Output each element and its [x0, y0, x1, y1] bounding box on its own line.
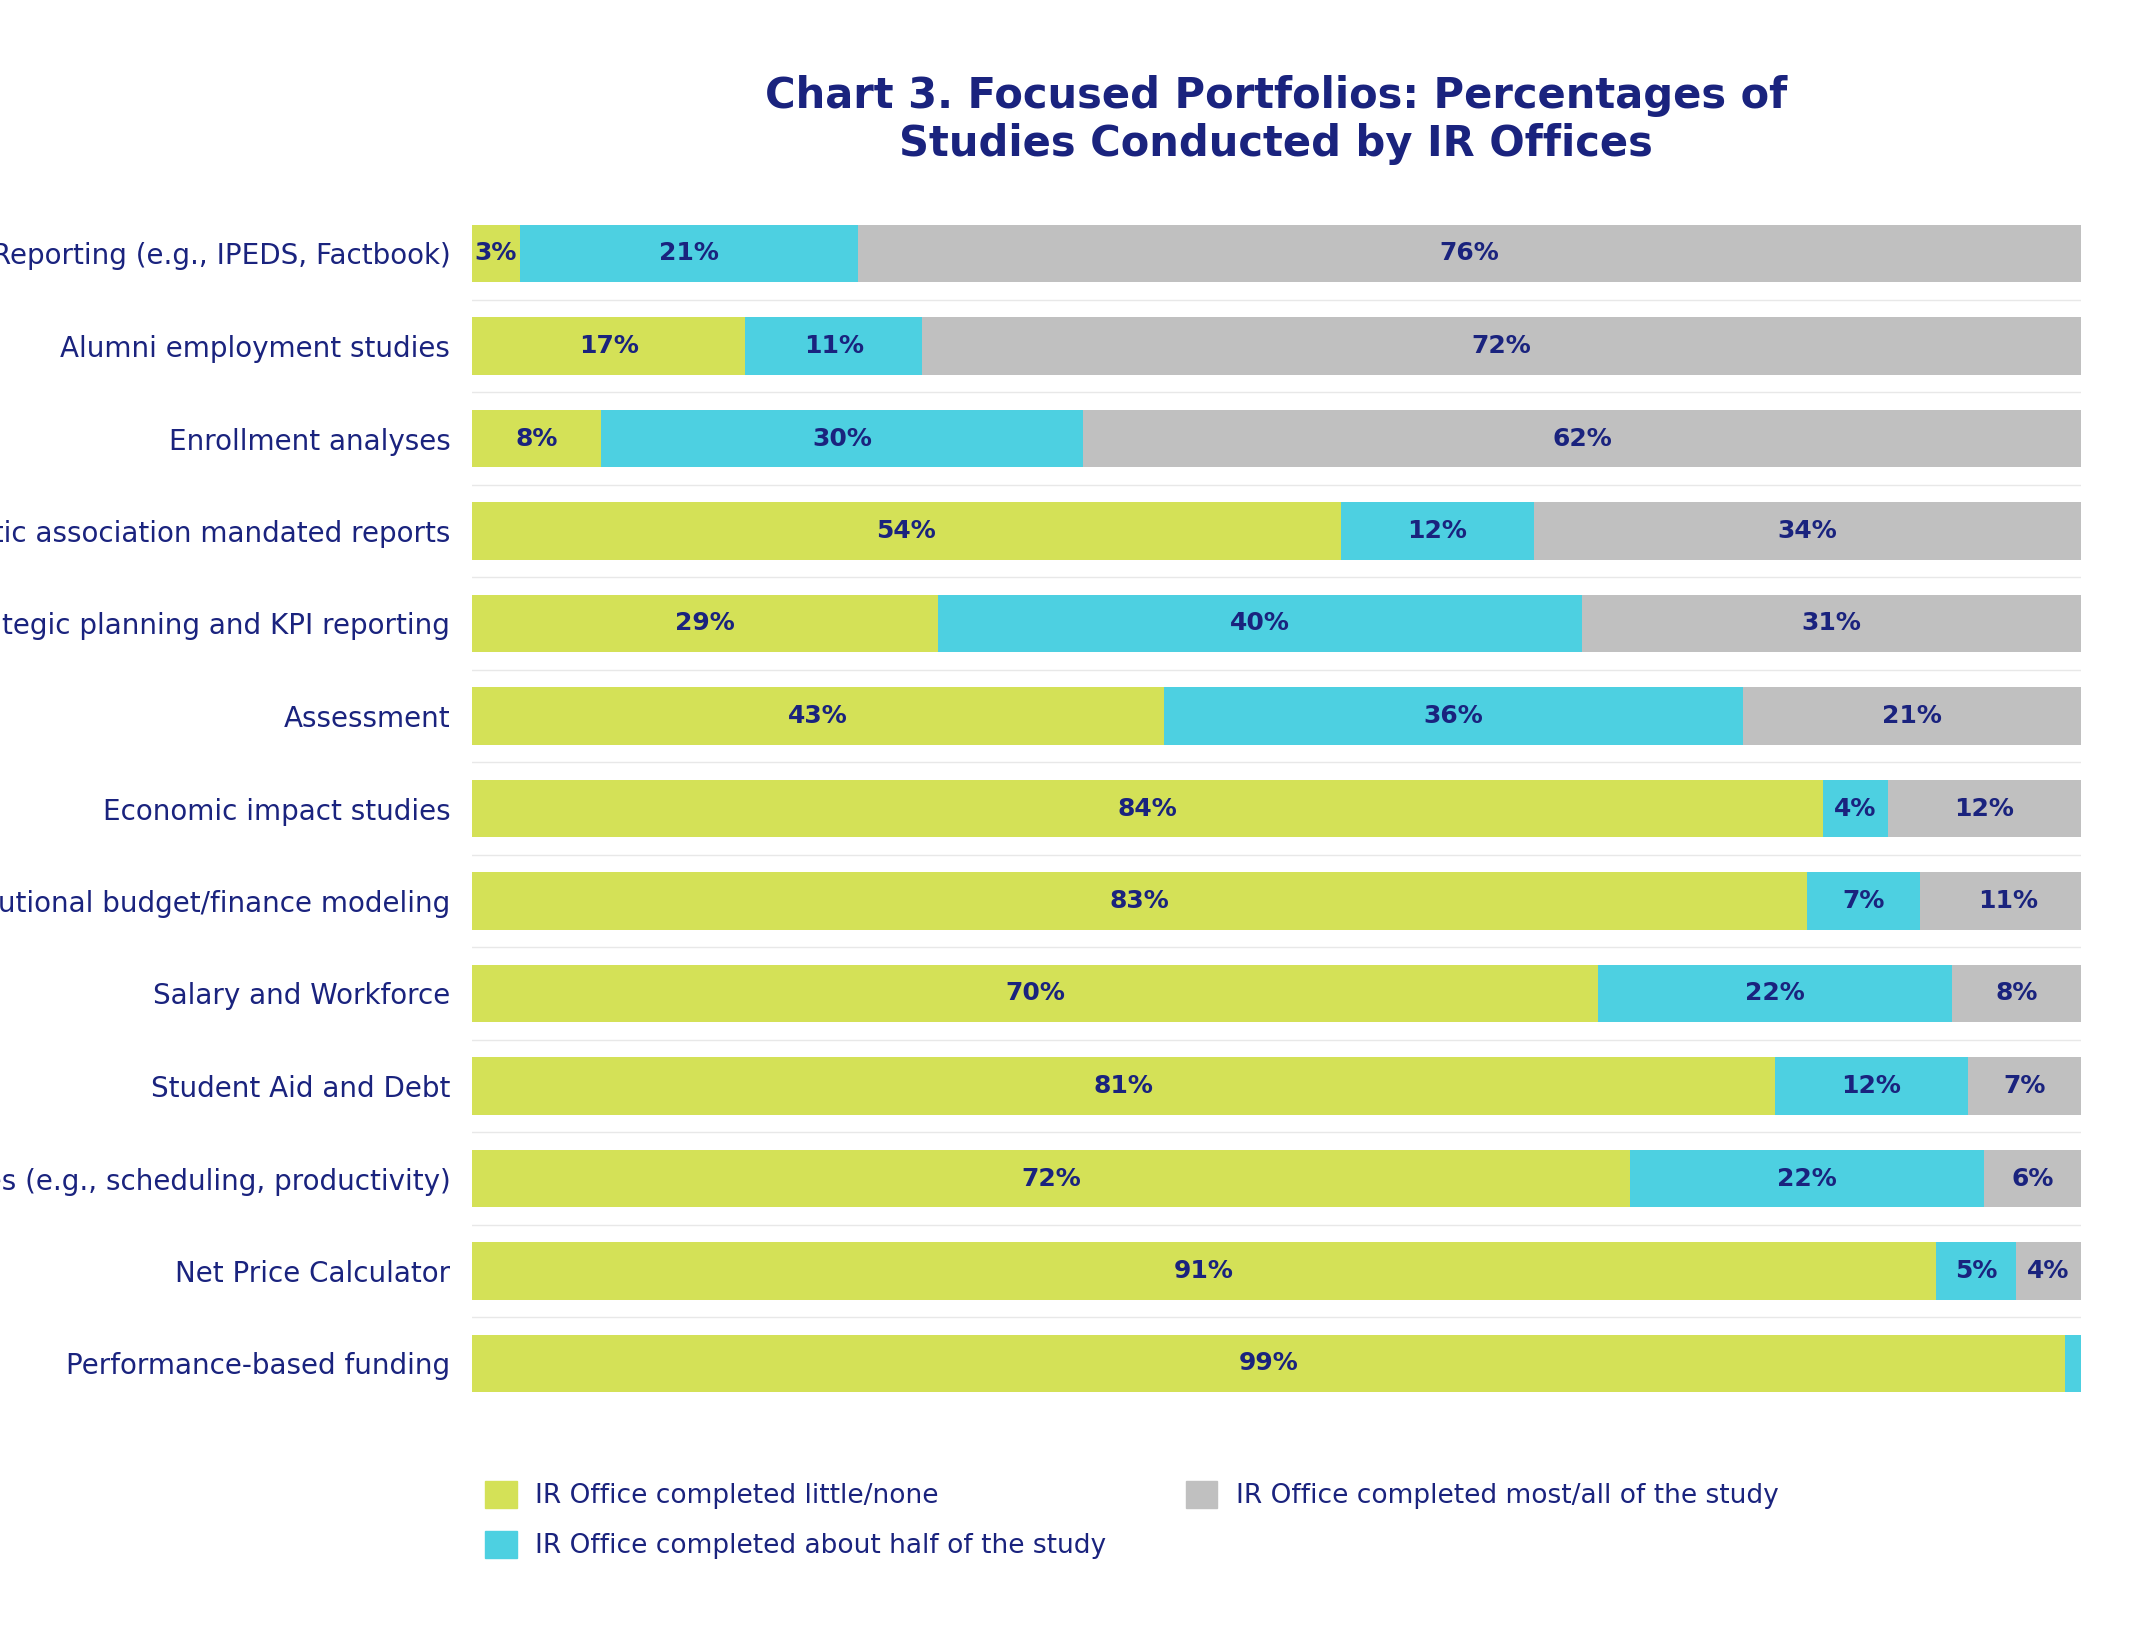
Text: 6%: 6% — [2012, 1167, 2053, 1191]
Bar — [1774, 1058, 1967, 1115]
Text: 54%: 54% — [877, 520, 935, 543]
Bar — [1823, 780, 1888, 837]
Text: 40%: 40% — [1231, 612, 1289, 635]
Bar — [940, 596, 1583, 652]
Bar — [1598, 965, 1952, 1021]
Bar — [521, 224, 858, 282]
Bar — [1083, 409, 2081, 467]
Text: 21%: 21% — [659, 241, 719, 266]
Legend: IR Office completed little/none, IR Office completed about half of the study, IR: IR Office completed little/none, IR Offi… — [485, 1482, 1778, 1559]
Text: 7%: 7% — [2003, 1074, 2046, 1097]
Text: 72%: 72% — [1021, 1167, 1081, 1191]
Text: 7%: 7% — [1843, 889, 1885, 912]
Text: 12%: 12% — [1843, 1074, 1900, 1097]
Text: 84%: 84% — [1118, 797, 1178, 820]
Text: 11%: 11% — [1978, 889, 2038, 912]
Text: 5%: 5% — [1954, 1259, 1997, 1284]
Text: 43%: 43% — [787, 705, 847, 728]
Bar — [2063, 1335, 2081, 1393]
Bar — [472, 780, 1823, 837]
Text: 8%: 8% — [1995, 982, 2038, 1005]
Bar — [922, 317, 2081, 375]
Bar — [1952, 965, 2081, 1021]
Bar — [1163, 688, 1742, 744]
Text: 72%: 72% — [1471, 333, 1532, 358]
Bar — [1888, 780, 2081, 837]
Bar — [1583, 596, 2081, 652]
Bar — [472, 596, 940, 652]
Bar — [472, 873, 1806, 929]
Text: 17%: 17% — [579, 333, 639, 358]
Text: 3%: 3% — [474, 241, 517, 266]
Text: 62%: 62% — [1553, 426, 1611, 450]
Bar — [858, 224, 2081, 282]
Text: 8%: 8% — [515, 426, 558, 450]
Text: 4%: 4% — [2027, 1259, 2070, 1284]
Text: 4%: 4% — [1834, 797, 1877, 820]
Bar — [601, 409, 1083, 467]
Title: Chart 3. Focused Portfolios: Percentages of
Studies Conducted by IR Offices: Chart 3. Focused Portfolios: Percentages… — [766, 74, 1787, 165]
Bar — [472, 502, 1341, 559]
Text: 34%: 34% — [1778, 520, 1836, 543]
Bar — [472, 224, 521, 282]
Text: 81%: 81% — [1094, 1074, 1154, 1097]
Text: 99%: 99% — [1238, 1351, 1298, 1376]
Text: 12%: 12% — [1954, 797, 2014, 820]
Bar — [472, 688, 1163, 744]
Bar — [472, 965, 1598, 1021]
Text: 30%: 30% — [813, 426, 871, 450]
Text: 22%: 22% — [1778, 1167, 1836, 1191]
Bar — [746, 317, 922, 375]
Text: 83%: 83% — [1109, 889, 1169, 912]
Bar — [1984, 1150, 2081, 1208]
Bar — [1920, 873, 2096, 929]
Text: 31%: 31% — [1802, 612, 1862, 635]
Text: 11%: 11% — [804, 333, 864, 358]
Text: 76%: 76% — [1439, 241, 1499, 266]
Text: 70%: 70% — [1006, 982, 1064, 1005]
Bar — [472, 409, 601, 467]
Bar — [472, 317, 746, 375]
Text: 36%: 36% — [1424, 705, 1482, 728]
Bar — [472, 1058, 1774, 1115]
Text: 12%: 12% — [1407, 520, 1467, 543]
Bar — [472, 1150, 1630, 1208]
Bar — [472, 1335, 2063, 1393]
Bar — [1534, 502, 2081, 559]
Text: 22%: 22% — [1746, 982, 1804, 1005]
Bar — [1341, 502, 1534, 559]
Bar — [1742, 688, 2081, 744]
Text: 91%: 91% — [1173, 1259, 1233, 1284]
Bar — [1935, 1242, 2016, 1300]
Bar — [1806, 873, 1920, 929]
Bar — [2016, 1242, 2081, 1300]
Bar — [1630, 1150, 1984, 1208]
Bar — [1969, 1058, 2081, 1115]
Bar — [472, 1242, 1935, 1300]
Text: 29%: 29% — [676, 612, 736, 635]
Text: 21%: 21% — [1881, 705, 1941, 728]
